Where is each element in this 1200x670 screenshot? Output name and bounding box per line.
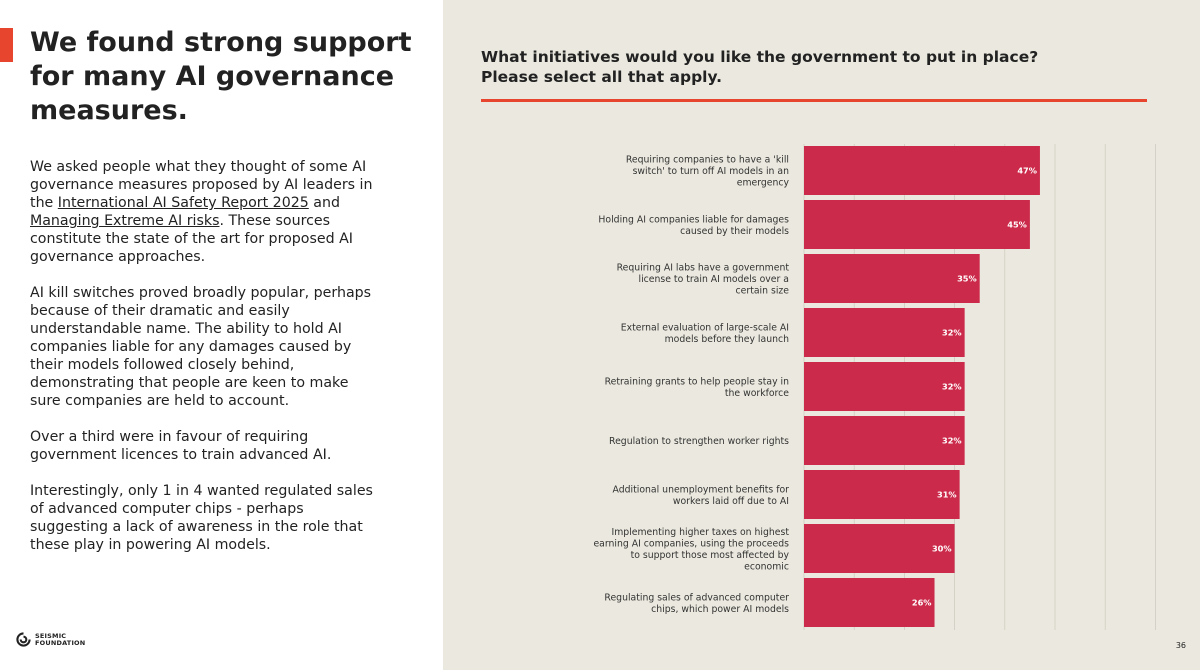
- value-label-5: 32%: [942, 382, 962, 392]
- category-label-2: Holding AI companies liable for damages c…: [598, 214, 789, 237]
- value-label-8: 30%: [932, 544, 952, 554]
- paragraph-1-text-c: . These sources constitute the state of …: [30, 213, 353, 265]
- chart-title: What initiatives would you like the gove…: [481, 47, 1041, 87]
- category-label-3: Requiring AI labs have a government licen…: [617, 263, 790, 297]
- value-label-7: 31%: [937, 490, 957, 500]
- bar-2: [804, 200, 1030, 249]
- seismic-foundation-logo: SEISMIC FOUNDATION: [16, 632, 85, 647]
- bar-9: [804, 578, 935, 627]
- paragraph-4: Interestingly, only 1 in 4 wanted regula…: [30, 483, 373, 553]
- category-label-8: Implementing higher taxes on highest earn…: [593, 527, 789, 573]
- page-number: 36: [1175, 641, 1186, 650]
- category-label-9: Regulating sales of advanced computer chi…: [604, 592, 789, 615]
- left-panel: We found strong support for many AI gove…: [0, 0, 443, 670]
- title-divider: [481, 99, 1147, 102]
- chart-panel: What initiatives would you like the gove…: [443, 0, 1200, 670]
- value-label-9: 26%: [912, 598, 932, 608]
- category-label-6: Regulation to strengthen worker rights: [609, 436, 789, 447]
- category-label-5: Retraining grants to help people stay in…: [605, 376, 790, 399]
- bar-chart: 47% Requiring companies to have a 'kill sw…: [593, 144, 1156, 630]
- value-label-6: 32%: [942, 436, 962, 446]
- bar-5: [804, 362, 965, 411]
- paragraph-1-text-b: and: [308, 195, 340, 211]
- category-label-1: Requiring companies to have a 'kill switc…: [626, 155, 790, 189]
- category-label-7: Additional unemployment benefits for work…: [613, 484, 790, 507]
- chart-title-line-2: Please select all that apply.: [481, 68, 723, 86]
- bar-7: [804, 470, 960, 519]
- chart-title-line-1: What initiatives would you like the gove…: [481, 48, 1039, 66]
- bar-6: [804, 416, 965, 465]
- value-label-2: 45%: [1007, 220, 1027, 230]
- link-international-ai-safety-report[interactable]: International AI Safety Report 2025: [57, 195, 309, 211]
- paragraph-2: AI kill switches proved broadly popular,…: [30, 285, 372, 409]
- value-label-1: 47%: [1017, 166, 1037, 176]
- bar-8: [804, 524, 955, 573]
- bar-1: [804, 146, 1040, 195]
- link-managing-extreme-ai-risks[interactable]: Managing Extreme AI risks: [30, 213, 220, 229]
- logo-line-1: SEISMIC: [35, 631, 67, 640]
- bar-4: [804, 308, 965, 357]
- paragraph-1: We asked people what they thought of som…: [30, 158, 380, 266]
- paragraph-1-text-a: We asked people what they thought of som…: [30, 159, 373, 211]
- category-label-4: External evaluation of large-scale AI mod…: [621, 322, 789, 345]
- page-title: We found strong support for many AI gove…: [30, 27, 412, 126]
- bar-3: [804, 254, 980, 303]
- value-label-4: 32%: [942, 328, 962, 338]
- seismic-logo-icon: [16, 632, 31, 647]
- title-accent-bar: [0, 28, 13, 62]
- logo-text: SEISMIC FOUNDATION: [35, 631, 86, 647]
- logo-line-2: FOUNDATION: [35, 638, 86, 647]
- paragraph-3: Over a third were in favour of requiring…: [30, 429, 332, 463]
- value-label-3: 35%: [957, 274, 977, 284]
- body-text: We asked people what they thought of som…: [30, 158, 380, 572]
